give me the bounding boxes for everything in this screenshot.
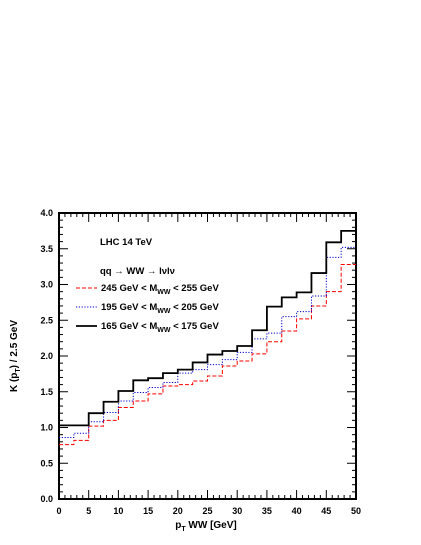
y-tick-label: 0.5: [40, 458, 53, 468]
y-tick-label: 2.0: [40, 351, 53, 361]
legend-label: 195 GeV < MWW < 205 GeV: [101, 302, 219, 315]
x-tick-label: 30: [232, 506, 242, 516]
annotation-process: qq → WW → lνlν: [100, 266, 175, 277]
annotation-energy: LHC 14 TeV: [100, 237, 153, 248]
y-tick-label: 4.0: [40, 208, 53, 218]
x-tick-label: 10: [113, 506, 123, 516]
y-tick-label: 3.0: [40, 280, 53, 290]
series-layer: [59, 229, 356, 446]
x-tick-label: 15: [143, 506, 153, 516]
y-axis-label: K (pT) / 2.5 GeV: [9, 320, 22, 392]
y-axis: 0.0 0.5 1.0 1.5 2.0 2.5 3.0 3.5 4.0: [40, 208, 356, 504]
y-tick-label: 2.5: [40, 315, 53, 325]
x-tick-label: 45: [321, 506, 331, 516]
x-tick-label: 20: [173, 506, 183, 516]
x-axis: 0 5 10 15 20 25 30 35 40 45 50: [56, 213, 361, 516]
x-tick-label: 40: [292, 506, 302, 516]
x-tick-label: 5: [86, 506, 91, 516]
x-tick-label: 0: [56, 506, 61, 516]
x-tick-label: 35: [262, 506, 272, 516]
series-line-2: [59, 246, 356, 439]
legend-label: 245 GeV < MWW < 255 GeV: [101, 283, 219, 296]
x-tick-label: 50: [351, 506, 361, 516]
series-line-3: [59, 229, 356, 427]
y-tick-label: 3.5: [40, 244, 53, 254]
legend-label: 165 GeV < MWW < 175 GeV: [101, 321, 219, 334]
x-tick-label: 25: [202, 506, 212, 516]
y-tick-label: 1.0: [40, 423, 53, 433]
y-tick-label: 0.0: [40, 494, 53, 504]
legend: 245 GeV < MWW < 255 GeV 195 GeV < MWW < 2…: [76, 283, 219, 334]
y-tick-label: 1.5: [40, 387, 53, 397]
x-axis-label: pT WW [GeV]: [175, 520, 237, 533]
